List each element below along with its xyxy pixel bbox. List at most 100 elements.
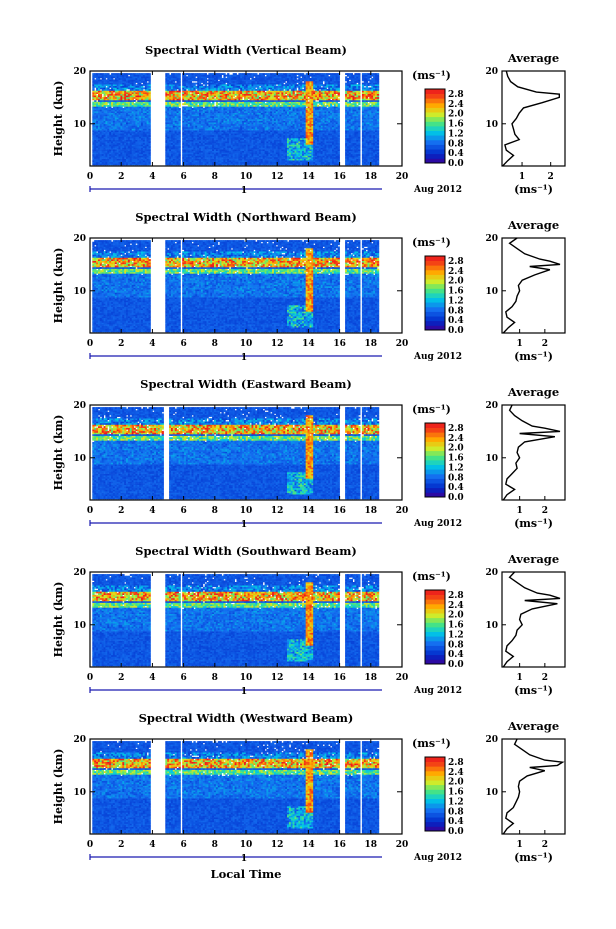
- data-cell: [141, 90, 144, 93]
- data-cell: [131, 79, 134, 82]
- data-cell: [137, 107, 140, 110]
- data-cell: [107, 126, 110, 129]
- data-cell: [101, 131, 104, 134]
- data-cell: [122, 103, 125, 106]
- data-cell: [131, 147, 134, 150]
- data-cell: [127, 155, 131, 158]
- data-cell: [135, 81, 138, 83]
- data-cell: [96, 136, 99, 139]
- data-cell: [105, 104, 108, 107]
- data-cell: [131, 77, 134, 80]
- data-cell: [118, 138, 121, 140]
- data-cell: [112, 161, 116, 164]
- data-cell: [129, 157, 133, 159]
- data-cell: [118, 73, 121, 75]
- data-cell: [101, 157, 104, 159]
- data-cell: [107, 90, 110, 93]
- data-cell: [105, 88, 108, 91]
- data-cell: [122, 117, 125, 120]
- data-cell: [127, 163, 131, 166]
- data-cell: [118, 84, 121, 87]
- data-cell: [129, 125, 133, 128]
- data-cell: [111, 119, 114, 121]
- data-cell: [107, 157, 110, 159]
- data-cell: [131, 138, 134, 140]
- data-cell: [109, 101, 112, 104]
- data-cell: [120, 77, 123, 80]
- data-cell: [141, 85, 144, 88]
- data-cell: [124, 126, 127, 129]
- data-cell: [112, 157, 116, 159]
- data-cell: [142, 158, 146, 161]
- data-cell: [129, 82, 133, 85]
- data-cell: [105, 150, 108, 153]
- data-cell: [101, 144, 104, 147]
- data-cell: [131, 84, 134, 87]
- data-cell: [124, 123, 127, 126]
- data-cell: [139, 107, 142, 110]
- data-cell: [98, 149, 101, 151]
- panel-title: Spectral Width (Vertical Beam): [145, 43, 347, 57]
- data-cell: [141, 136, 144, 139]
- data-cell: [118, 157, 121, 159]
- data-cell: [116, 142, 119, 145]
- data-cell: [122, 107, 125, 110]
- data-cell: [122, 122, 125, 125]
- data-cell: [101, 100, 104, 102]
- data-cell: [92, 115, 95, 118]
- data-cell: [139, 84, 142, 87]
- data-cell: [96, 79, 99, 82]
- data-cell: [133, 150, 136, 153]
- data-cell: [124, 136, 127, 139]
- data-cell: [96, 74, 99, 77]
- data-cell: [124, 139, 127, 142]
- data-cell: [137, 114, 140, 117]
- data-cell: [114, 160, 118, 163]
- data-cell: [122, 77, 125, 80]
- data-cell: [141, 98, 144, 101]
- data-cell: [116, 85, 119, 88]
- data-cell: [127, 149, 131, 151]
- data-cell: [133, 155, 136, 158]
- data-cell: [126, 73, 129, 75]
- data-cell: [96, 112, 99, 115]
- data-cell: [137, 100, 140, 102]
- data-cell: [101, 109, 104, 112]
- data-cell: [109, 158, 112, 161]
- data-cell: [103, 90, 106, 93]
- data-cell: [141, 77, 144, 80]
- data-cell: [98, 119, 101, 121]
- data-cell: [137, 153, 140, 156]
- data-cell: [111, 77, 114, 80]
- data-cell: [107, 136, 110, 139]
- data-cell: [92, 81, 95, 83]
- data-cell: [114, 87, 118, 90]
- data-cell: [142, 142, 146, 145]
- data-cell: [129, 115, 133, 118]
- data-cell: [103, 101, 106, 104]
- data-cell: [142, 120, 146, 123]
- data-cell: [116, 163, 119, 166]
- data-cell: [118, 158, 121, 161]
- data-cell: [139, 74, 142, 77]
- data-cell: [105, 81, 108, 83]
- data-cell: [109, 128, 112, 131]
- data-cell: [109, 150, 112, 153]
- data-cell: [139, 73, 142, 75]
- data-cell: [129, 150, 133, 153]
- data-cell: [129, 161, 133, 164]
- data-cell: [124, 134, 127, 137]
- data-cell: [92, 123, 95, 126]
- data-cell: [118, 106, 121, 109]
- data-cell: [112, 117, 116, 120]
- data-cell: [92, 85, 95, 88]
- data-cell: [122, 101, 125, 104]
- data-cell: [101, 79, 104, 82]
- data-cell: [92, 96, 95, 99]
- data-cell: [133, 103, 136, 106]
- data-cell: [92, 155, 95, 158]
- data-cell: [131, 73, 134, 75]
- data-cell: [109, 90, 112, 93]
- data-cell: [112, 82, 116, 85]
- data-cell: [98, 112, 101, 115]
